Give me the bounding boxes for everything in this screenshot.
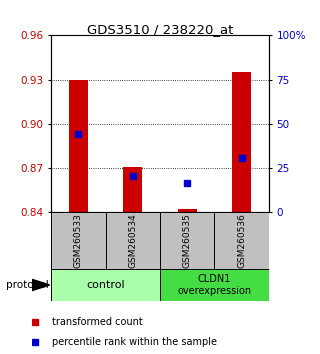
Bar xyxy=(106,212,160,269)
Bar xyxy=(214,212,269,269)
Polygon shape xyxy=(32,279,50,291)
Text: GDS3510 / 238220_at: GDS3510 / 238220_at xyxy=(87,23,233,36)
Bar xyxy=(123,167,142,212)
Text: transformed count: transformed count xyxy=(52,318,142,327)
Text: GSM260536: GSM260536 xyxy=(237,213,246,268)
Text: percentile rank within the sample: percentile rank within the sample xyxy=(52,337,217,347)
Bar xyxy=(178,210,197,212)
Text: protocol: protocol xyxy=(6,280,49,290)
Text: control: control xyxy=(86,280,125,290)
Text: CLDN1
overexpression: CLDN1 overexpression xyxy=(177,274,252,296)
Bar xyxy=(232,72,251,212)
Bar xyxy=(51,269,160,301)
Bar xyxy=(160,269,269,301)
Bar xyxy=(69,80,88,212)
Text: GSM260535: GSM260535 xyxy=(183,213,192,268)
Text: GSM260534: GSM260534 xyxy=(128,213,137,268)
Text: GSM260533: GSM260533 xyxy=(74,213,83,268)
Bar xyxy=(51,212,106,269)
Bar xyxy=(160,212,214,269)
